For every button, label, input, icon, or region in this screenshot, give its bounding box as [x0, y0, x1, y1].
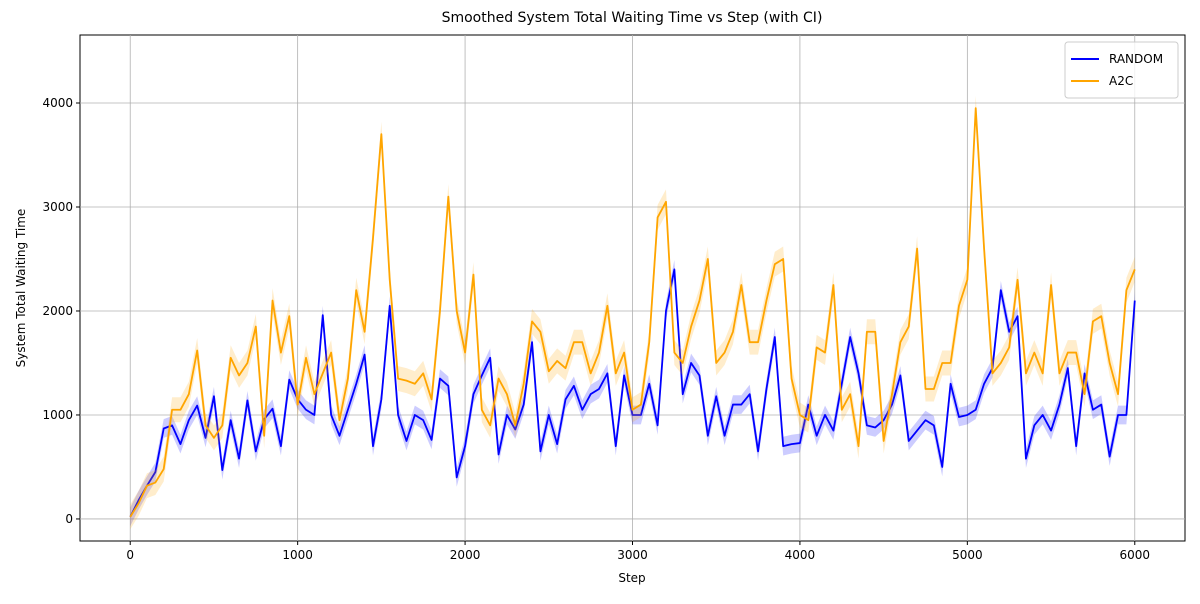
- chart-title: Smoothed System Total Waiting Time vs St…: [442, 10, 823, 26]
- legend-label: A2C: [1109, 74, 1133, 88]
- legend: RANDOM A2C: [1064, 41, 1179, 99]
- legend-label: RANDOM: [1109, 52, 1163, 66]
- x-tick-label: 3000: [617, 548, 648, 562]
- x-tick-label: 0: [126, 548, 134, 562]
- x-tick-label: 6000: [1119, 548, 1150, 562]
- series-line: [129, 107, 1136, 518]
- x-tick-label: 5000: [952, 548, 983, 562]
- x-tick-label: 1000: [282, 548, 313, 562]
- y-axis-label: System Total Waiting Time: [14, 209, 28, 368]
- y-tick-label: 0: [65, 512, 73, 526]
- x-tick-label: 4000: [785, 548, 816, 562]
- y-tick-label: 3000: [42, 200, 73, 214]
- x-tick-label: 2000: [450, 548, 481, 562]
- y-tick-label: 4000: [42, 96, 73, 110]
- x-axis-label: Step: [618, 571, 645, 585]
- legend-box: [1064, 41, 1179, 99]
- y-tick-label: 2000: [42, 304, 73, 318]
- y-tick-label: 1000: [42, 408, 73, 422]
